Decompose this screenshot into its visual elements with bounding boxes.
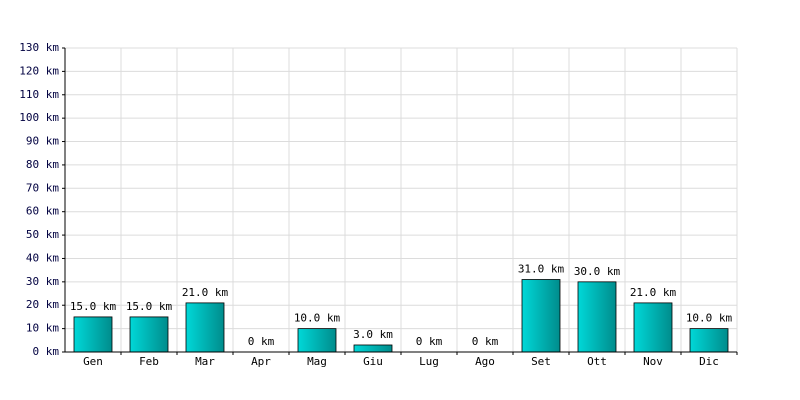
value-label: 31.0 km [518,263,565,276]
y-tick-label: 40 km [26,251,59,264]
y-tick-label: 70 km [26,181,59,194]
bar [73,316,113,353]
value-label: 10.0 km [294,312,341,325]
x-tick-label: Dic [699,355,719,368]
value-label: 21.0 km [182,286,229,299]
y-tick-label: 90 km [26,135,59,148]
y-tick-label: 120 km [19,64,59,77]
x-tick-label: Ago [475,355,495,368]
bar [689,328,729,353]
value-label: 0 km [472,335,499,348]
y-tick-label: 20 km [26,298,59,311]
bar [185,302,225,353]
value-label: 15.0 km [70,300,117,313]
x-tick-label: Ott [587,355,607,368]
value-label: 0 km [416,335,443,348]
x-tick-label: Lug [419,355,439,368]
x-tick-label: Nov [643,355,663,368]
bar [577,281,617,353]
x-tick-label: Mar [195,355,215,368]
y-tick-label: 110 km [19,88,59,101]
value-label: 10.0 km [686,312,733,325]
y-tick-label: 80 km [26,158,59,171]
x-tick-label: Set [531,355,551,368]
x-tick-label: Gen [83,355,103,368]
bar [129,316,169,353]
x-tick-label: Apr [251,355,271,368]
bar [297,328,337,353]
value-label: 0 km [248,335,275,348]
x-tick-label: Feb [139,355,159,368]
value-label: 15.0 km [126,300,173,313]
y-tick-label: 100 km [19,111,59,124]
y-tick-label: 130 km [19,41,59,54]
y-tick-label: 50 km [26,228,59,241]
bar [521,279,561,353]
x-tick-label: Mag [307,355,327,368]
y-tick-label: 60 km [26,205,59,218]
value-label: 21.0 km [630,286,677,299]
y-tick-label: 0 km [33,345,60,358]
bar [353,344,393,353]
value-label: 30.0 km [574,265,621,278]
value-label: 3.0 km [353,328,393,341]
y-tick-label: 30 km [26,275,59,288]
bar [633,302,673,353]
y-tick-label: 10 km [26,322,59,335]
x-tick-label: Giu [363,355,383,368]
